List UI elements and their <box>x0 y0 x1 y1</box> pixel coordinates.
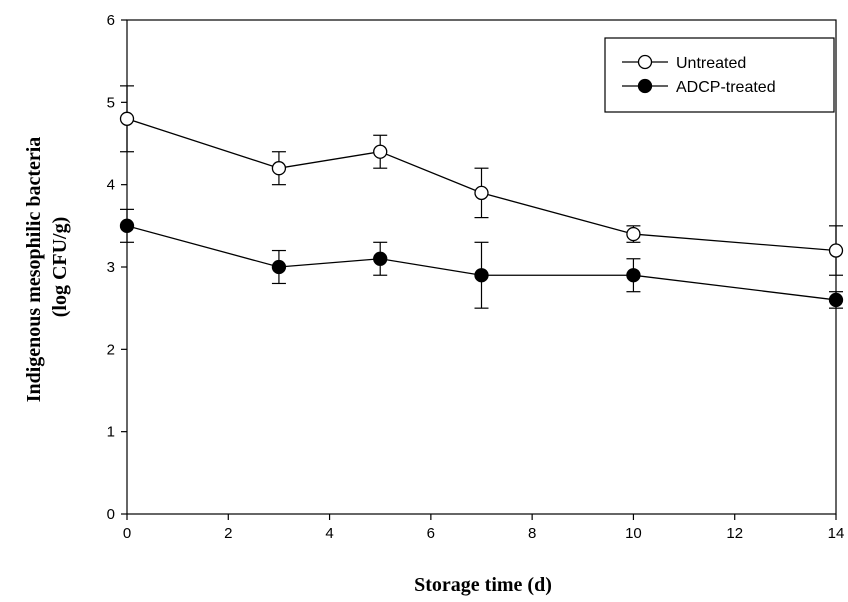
legend-marker-adcp-treated <box>637 78 653 94</box>
x-tick-label: 6 <box>427 525 435 542</box>
x-axis-title: Storage time (d) <box>414 574 552 596</box>
data-point-adcp-treated <box>271 259 287 275</box>
data-point-adcp-treated <box>474 268 489 283</box>
y-tick-label: 0 <box>107 506 115 523</box>
series-untreated <box>119 85 844 276</box>
x-tick-label: 0 <box>123 525 131 542</box>
y-tick-label: 6 <box>107 12 115 29</box>
series-line-adcp-treated <box>126 225 837 301</box>
legend: Untreated ADCP-treated <box>604 37 835 113</box>
y-tick-label: 2 <box>107 341 115 358</box>
legend-marker-untreated <box>637 54 653 70</box>
data-point-untreated <box>474 185 489 201</box>
data-point-adcp-treated <box>373 251 388 266</box>
data-point-untreated <box>119 111 135 126</box>
data-point-untreated <box>271 161 287 176</box>
data-point-untreated <box>828 243 844 258</box>
series-line-untreated <box>126 118 837 252</box>
x-tick-label: 10 <box>625 525 642 542</box>
x-tick-label: 14 <box>828 525 845 542</box>
y-tick-label: 5 <box>107 94 115 111</box>
data-point-untreated <box>626 226 641 242</box>
x-tick-label: 4 <box>325 525 333 542</box>
data-point-adcp-treated <box>119 218 135 233</box>
series-adcp-treated <box>119 208 844 309</box>
x-tick-label: 8 <box>528 525 536 542</box>
y-axis-title: Indigenous mesophilic bacteria (log CFU/… <box>23 132 71 403</box>
data-point-adcp-treated <box>828 292 844 308</box>
series-layer <box>119 85 844 309</box>
y-axis-title-line-2: (log CFU/g) <box>49 217 71 318</box>
legend-box <box>604 37 835 113</box>
data-point-untreated <box>373 144 388 159</box>
x-tick-label: 2 <box>224 525 232 542</box>
legend-label-untreated: Untreated <box>676 55 746 72</box>
y-tick-label: 3 <box>107 259 115 276</box>
data-point-adcp-treated <box>626 268 641 283</box>
x-tick-label: 12 <box>726 525 743 542</box>
y-tick-label: 4 <box>107 177 115 194</box>
legend-label-adcp-treated: ADCP-treated <box>676 79 776 96</box>
y-axis-title-line-1: Indigenous mesophilic bacteria <box>23 137 45 403</box>
y-tick-label: 1 <box>107 424 115 441</box>
